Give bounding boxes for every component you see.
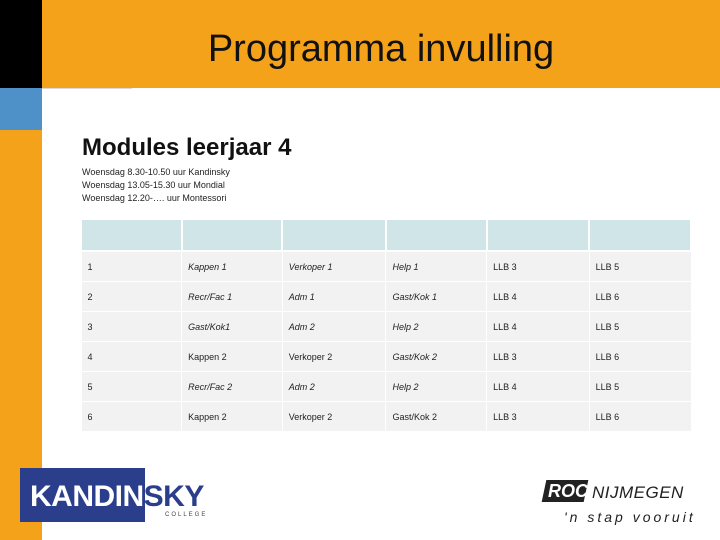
- kandinsky-logo-box: [20, 468, 145, 522]
- table-cell: LLB 6: [588, 341, 692, 372]
- schedule-line: Woensdag 12.20-…. uur Montessori: [82, 193, 227, 203]
- table-row: 1 Kappen 1 Verkoper 1 Help 1 LLB 3 LLB 5: [80, 250, 692, 282]
- table-cell: Help 2: [385, 311, 488, 342]
- header-cell: [281, 218, 387, 252]
- table-cell: LLB 5: [588, 371, 692, 402]
- table-cell: 1: [80, 250, 183, 282]
- table-cell: 5: [80, 371, 183, 402]
- table-cell: Kappen 1: [181, 250, 283, 282]
- schedule-line: Woensdag 8.30-10.50 uur Kandinsky: [82, 167, 230, 177]
- table-cell: LLB 5: [588, 250, 692, 282]
- corner-black-bar: [0, 0, 42, 88]
- table-cell: Adm 2: [281, 371, 387, 402]
- table-cell: LLB 5: [588, 311, 692, 342]
- slide-title: Programma invulling: [207, 28, 555, 70]
- table-cell: Help 2: [385, 371, 488, 402]
- table-row: 2 Recr/Fac 1 Adm 1 Gast/Kok 1 LLB 4 LLB …: [80, 281, 692, 312]
- table-cell: 6: [80, 401, 183, 432]
- roc-mark-text: ROC: [548, 481, 588, 501]
- table-cell: 4: [80, 341, 183, 372]
- table-cell: 3: [80, 311, 183, 342]
- kandinsky-word-main: KANDIN: [30, 480, 144, 513]
- table-cell: LLB 4: [486, 371, 590, 402]
- table-cell: LLB 6: [588, 281, 692, 312]
- table-cell: LLB 6: [588, 401, 692, 432]
- header-cell: [384, 218, 488, 252]
- table-cell: Verkoper 2: [281, 341, 387, 372]
- roc-tagline: 'n stap vooruit: [564, 509, 696, 525]
- table-cell: Help 1: [385, 250, 488, 282]
- table-cell: Kappen 2: [181, 341, 283, 372]
- table-cell: Recr/Fac 1: [181, 281, 283, 312]
- table-row: 5 Recr/Fac 2 Adm 2 Help 2 LLB 4 LLB 5: [80, 371, 692, 402]
- table-cell: Adm 1: [281, 281, 387, 312]
- table-cell: Verkoper 1: [281, 250, 387, 282]
- table-header-row: [80, 218, 692, 252]
- header-cell: [180, 218, 284, 252]
- schedule-line: Woensdag 13.05-15.30 uur Mondial: [82, 180, 225, 190]
- table-cell: LLB 4: [486, 281, 590, 312]
- table-cell: Adm 2: [281, 311, 387, 342]
- kandinsky-college-logo: KANDINSKY COLLEGE: [20, 468, 225, 524]
- corner-blue-square: [0, 88, 42, 130]
- modules-table: 1 Kappen 1 Verkoper 1 Help 1 LLB 3 LLB 5…: [80, 218, 692, 432]
- table-row: 6 Kappen 2 Verkoper 2 Gast/Kok 2 LLB 3 L…: [80, 401, 692, 432]
- table-cell: LLB 3: [486, 250, 590, 282]
- table-cell: Gast/Kok 2: [385, 401, 488, 432]
- table-cell: Recr/Fac 2: [181, 371, 283, 402]
- table-cell: Verkoper 2: [281, 401, 387, 432]
- roc-nijmegen-logo: ROC NIJMEGEN 'n stap vooruit: [540, 478, 710, 530]
- kandinsky-college-label: COLLEGE: [165, 512, 208, 518]
- table-cell: 2: [80, 281, 183, 312]
- header-cell: [485, 218, 591, 252]
- table-cell: Gast/Kok 1: [385, 281, 488, 312]
- table-cell: LLB 3: [486, 341, 590, 372]
- table-row: 4 Kappen 2 Verkoper 2 Gast/Kok 2 LLB 3 L…: [80, 341, 692, 372]
- header-cell: [588, 218, 692, 252]
- title-band: [42, 0, 720, 88]
- slide-subtitle: Modules leerjaar 4: [82, 134, 292, 161]
- table-cell: LLB 3: [486, 401, 590, 432]
- kandinsky-wordmark: KANDINSKY: [30, 480, 204, 514]
- divider: [42, 88, 132, 89]
- kandinsky-word-tail: SKY: [143, 480, 205, 513]
- roc-city-text: NIJMEGEN: [592, 483, 684, 502]
- header-cell: [80, 218, 183, 252]
- table-cell: Gast/Kok1: [181, 311, 283, 342]
- table-row: 3 Gast/Kok1 Adm 2 Help 2 LLB 4 LLB 5: [80, 311, 692, 342]
- schedule-lines: Woensdag 8.30-10.50 uur Kandinsky Woensd…: [82, 166, 230, 205]
- table-cell: Kappen 2: [181, 401, 283, 432]
- table-cell: LLB 4: [486, 311, 590, 342]
- table-cell: Gast/Kok 2: [385, 341, 488, 372]
